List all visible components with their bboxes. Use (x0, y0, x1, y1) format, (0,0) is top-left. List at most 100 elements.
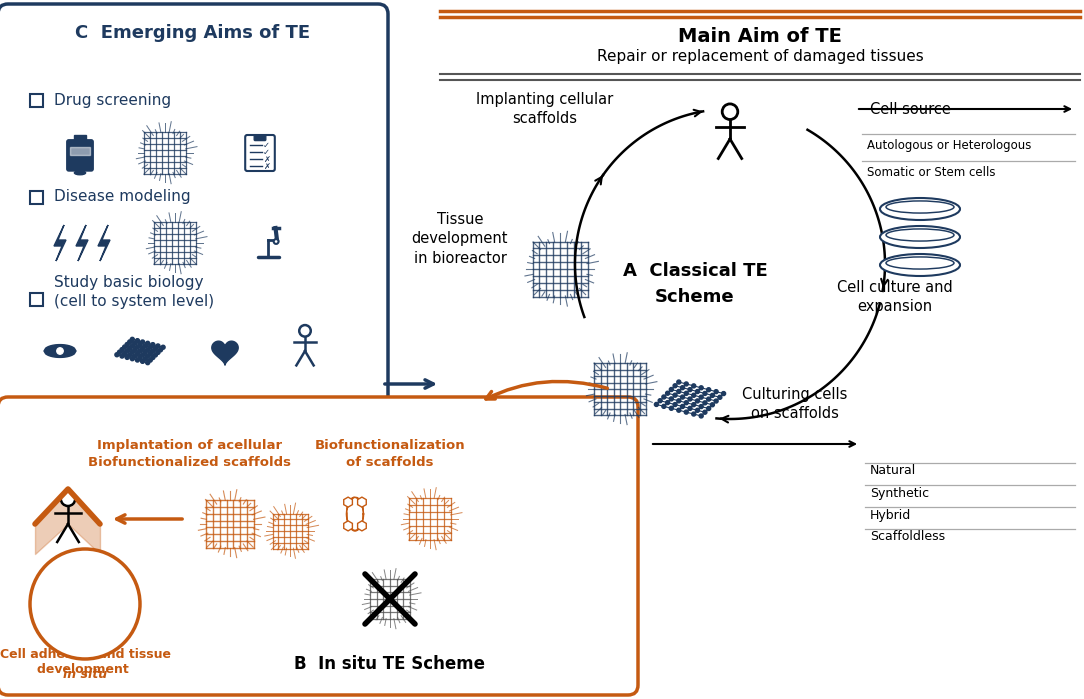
Circle shape (658, 398, 662, 403)
Circle shape (145, 341, 150, 345)
Text: C  Emerging Aims of TE: C Emerging Aims of TE (76, 24, 310, 42)
Circle shape (138, 356, 142, 359)
Circle shape (673, 384, 678, 388)
Circle shape (145, 354, 150, 358)
Circle shape (684, 382, 688, 386)
Circle shape (699, 414, 704, 418)
Circle shape (115, 353, 119, 356)
Circle shape (133, 347, 137, 352)
FancyBboxPatch shape (67, 140, 93, 171)
Text: Hybrid: Hybrid (870, 508, 912, 521)
Circle shape (154, 347, 157, 350)
Circle shape (130, 356, 134, 361)
Text: ✓: ✓ (263, 140, 270, 150)
Text: Drug screening: Drug screening (54, 92, 171, 108)
Circle shape (151, 349, 155, 353)
Circle shape (692, 412, 696, 416)
Circle shape (141, 347, 144, 350)
Circle shape (692, 403, 696, 407)
Circle shape (696, 389, 699, 394)
Circle shape (122, 345, 127, 349)
Circle shape (130, 344, 134, 348)
Circle shape (120, 347, 124, 352)
Polygon shape (54, 225, 66, 261)
Circle shape (128, 353, 132, 356)
Bar (30, 94, 43, 107)
Polygon shape (76, 225, 88, 261)
Bar (74, 136, 87, 142)
Circle shape (128, 347, 132, 350)
Circle shape (143, 350, 147, 354)
Text: Natural: Natural (870, 465, 916, 477)
Circle shape (61, 491, 75, 506)
Circle shape (718, 396, 722, 399)
Text: Disease modeling: Disease modeling (54, 189, 191, 205)
Circle shape (696, 408, 699, 412)
Circle shape (273, 239, 279, 244)
Text: Scaffoldless: Scaffoldless (870, 531, 945, 544)
Text: Implantation of acellular
Biofunctionalized scaffolds: Implantation of acellular Biofunctionali… (89, 439, 292, 469)
Circle shape (676, 389, 681, 394)
Circle shape (130, 350, 134, 354)
Circle shape (669, 397, 673, 401)
Text: ✗: ✗ (263, 154, 270, 164)
Circle shape (125, 349, 129, 353)
Circle shape (30, 549, 140, 659)
Circle shape (710, 394, 714, 397)
Circle shape (145, 348, 150, 352)
Circle shape (136, 338, 140, 343)
Text: Main Aim of TE: Main Aim of TE (679, 27, 842, 45)
Circle shape (707, 388, 711, 391)
Circle shape (128, 340, 132, 344)
Circle shape (688, 397, 692, 401)
Text: in situ: in situ (63, 668, 107, 682)
Circle shape (151, 356, 155, 359)
Circle shape (702, 401, 707, 405)
Circle shape (138, 349, 142, 353)
Bar (30, 293, 43, 306)
Text: Biofunctionalization
of scaffolds: Biofunctionalization of scaffolds (314, 439, 465, 469)
Circle shape (151, 343, 155, 347)
Text: Repair or replacement of damaged tissues: Repair or replacement of damaged tissues (596, 48, 924, 64)
Circle shape (56, 348, 63, 354)
Circle shape (154, 353, 157, 357)
Circle shape (136, 358, 140, 362)
Text: ✓: ✓ (263, 147, 270, 157)
Circle shape (666, 391, 670, 395)
Circle shape (145, 361, 150, 365)
Circle shape (684, 401, 688, 405)
Text: Somatic or Stem cells: Somatic or Stem cells (867, 166, 995, 178)
Circle shape (141, 359, 144, 363)
Circle shape (149, 358, 152, 362)
Bar (70, 147, 90, 154)
Circle shape (681, 395, 684, 399)
Ellipse shape (75, 171, 86, 175)
Polygon shape (44, 345, 76, 357)
Circle shape (117, 350, 121, 354)
Text: Implanting cellular
scaffolds: Implanting cellular scaffolds (476, 92, 614, 127)
Text: Cell culture and
expansion: Cell culture and expansion (837, 280, 953, 315)
Circle shape (149, 345, 152, 350)
Text: Tissue
development
in bioreactor: Tissue development in bioreactor (412, 212, 508, 266)
Circle shape (696, 399, 699, 403)
Circle shape (699, 386, 704, 390)
Circle shape (714, 399, 718, 403)
Circle shape (699, 405, 704, 409)
Circle shape (702, 391, 707, 396)
FancyBboxPatch shape (0, 397, 638, 695)
Polygon shape (211, 341, 238, 365)
Circle shape (143, 344, 147, 348)
Circle shape (158, 348, 163, 352)
Text: Cell adhesion and tissue
development: Cell adhesion and tissue development (0, 648, 170, 676)
Ellipse shape (880, 226, 960, 248)
Text: Culturing cells
on scaffolds: Culturing cells on scaffolds (743, 387, 848, 421)
Circle shape (688, 406, 692, 410)
Circle shape (130, 338, 134, 341)
Circle shape (125, 343, 129, 347)
Circle shape (669, 406, 673, 410)
Text: Cell source: Cell source (870, 101, 951, 117)
Circle shape (688, 388, 692, 391)
Circle shape (662, 395, 666, 399)
Polygon shape (98, 225, 109, 261)
Circle shape (133, 354, 137, 358)
